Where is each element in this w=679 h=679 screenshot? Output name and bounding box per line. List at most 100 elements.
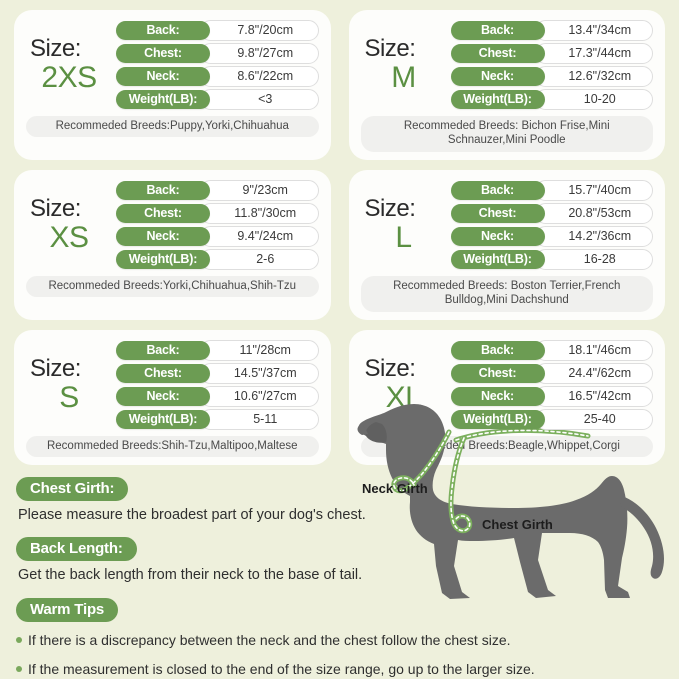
row-chest: Chest: 9.8"/27cm xyxy=(116,43,319,64)
size-word-label: Size: xyxy=(364,35,416,62)
card-body: Size: XL Back: 18.1"/46cm Chest: 24.4"/6… xyxy=(361,339,653,430)
row-back: Back: 9"/23cm xyxy=(116,179,319,201)
chest-label: Chest: xyxy=(116,44,210,63)
size-card-l: Size: L Back: 15.7"/40cm Chest: 20.8"/53… xyxy=(348,169,665,320)
back-value: 18.1"/46cm xyxy=(534,339,653,361)
neck-label: Neck: xyxy=(450,226,545,246)
row-weight: Weight(LB): 5-11 xyxy=(116,408,319,430)
size-identifier: Size: M xyxy=(361,37,447,93)
chest-girth-measure-line xyxy=(448,435,473,534)
weight-label: Weight(LB): xyxy=(116,90,210,109)
measurement-rows: Back: 9"/23cm Chest: 11.8"/30cm Neck: 9.… xyxy=(116,179,319,270)
back-value: 11"/28cm xyxy=(200,339,319,361)
warm-tips-section: Warm Tips If there is a discrepancy betw… xyxy=(16,598,663,678)
size-card-xs: Size: XS Back: 9"/23cm Chest: 11.8"/30cm… xyxy=(14,169,331,320)
size-word-label: Size: xyxy=(30,194,81,222)
back-label: Back: xyxy=(116,180,210,200)
weight-value: 16-28 xyxy=(534,248,653,270)
row-neck: Neck: 10.6"/27cm xyxy=(116,385,319,407)
recommended-breeds: Recommeded Breeds:Yorki,Chihuahua,Shih-T… xyxy=(26,275,319,298)
bullet-icon xyxy=(16,666,22,673)
neck-label: Neck: xyxy=(116,67,210,86)
neck-value: 10.6"/27cm xyxy=(200,385,319,407)
recommended-breeds: Recommeded Breeds:Shih-Tzu,Maltipoo,Malt… xyxy=(26,435,319,457)
measurement-rows: Back: 7.8"/20cm Chest: 9.8"/27cm Neck: 8… xyxy=(116,20,319,110)
chest-girth-heading: Chest Girth: xyxy=(16,476,129,501)
row-chest: Chest: 11.8"/30cm xyxy=(116,202,319,224)
weight-value: 2-6 xyxy=(200,248,319,270)
card-body: Size: S Back: 11"/28cm Chest: 14.5"/37cm… xyxy=(26,339,319,430)
instructions-section: Chest Girth: Please measure the broadest… xyxy=(0,465,679,679)
weight-label: Weight(LB): xyxy=(116,249,210,269)
tip-text: If there is a discrepancy between the ne… xyxy=(28,632,511,648)
size-identifier: Size: L xyxy=(361,194,447,254)
card-body: Size: L Back: 15.7"/40cm Chest: 20.8"/53… xyxy=(361,179,653,270)
chest-girth-diagram-label: Chest Girth xyxy=(482,517,553,532)
warm-tips-heading: Warm Tips xyxy=(16,598,119,622)
back-length-measure-line xyxy=(453,427,591,443)
row-back: Back: 13.4"/34cm xyxy=(450,20,653,41)
back-label: Back: xyxy=(450,340,545,360)
back-value: 13.4"/34cm xyxy=(534,20,653,41)
chest-value: 24.4"/62cm xyxy=(534,362,653,384)
list-item: If there is a discrepancy between the ne… xyxy=(16,631,663,649)
size-word-label: Size: xyxy=(30,354,81,382)
size-identifier: Size: 2XS xyxy=(26,37,112,93)
row-chest: Chest: 14.5"/37cm xyxy=(116,362,319,384)
size-card-2xs: Size: 2XS Back: 7.8"/20cm Chest: 9.8"/27… xyxy=(14,10,331,160)
chest-girth-text: Please measure the broadest part of your… xyxy=(18,506,366,523)
back-value: 15.7"/40cm xyxy=(534,179,653,201)
size-code: S xyxy=(59,380,79,414)
warm-tips-list: If there is a discrepancy between the ne… xyxy=(16,631,663,678)
measurement-rows: Back: 15.7"/40cm Chest: 20.8"/53cm Neck:… xyxy=(450,179,653,270)
row-back: Back: 7.8"/20cm xyxy=(116,20,319,41)
neck-label: Neck: xyxy=(116,226,210,246)
size-word-label: Size: xyxy=(364,354,416,382)
back-length-text: Get the back length from their neck to t… xyxy=(18,567,363,584)
neck-label: Neck: xyxy=(450,386,545,406)
chest-label: Chest: xyxy=(116,203,210,223)
chest-label: Chest: xyxy=(116,363,210,383)
size-card-s: Size: S Back: 11"/28cm Chest: 14.5"/37cm… xyxy=(14,329,331,465)
size-code: XS xyxy=(49,220,89,254)
weight-value: 10-20 xyxy=(534,89,653,110)
size-card-m: Size: M Back: 13.4"/34cm Chest: 17.3"/44… xyxy=(348,10,665,160)
row-weight: Weight(LB): <3 xyxy=(116,89,319,110)
weight-value: <3 xyxy=(200,89,319,110)
size-identifier: Size: S xyxy=(26,354,112,414)
size-code: L xyxy=(395,220,412,254)
size-word-label: Size: xyxy=(30,35,81,62)
back-label: Back: xyxy=(450,21,545,40)
neck-value: 14.2"/36cm xyxy=(534,225,653,247)
back-length-heading: Back Length: xyxy=(16,537,137,562)
row-chest: Chest: 24.4"/62cm xyxy=(450,362,653,384)
neck-value: 9.4"/24cm xyxy=(200,225,319,247)
dog-silhouette-icon xyxy=(357,404,664,599)
size-card-grid: Size: 2XS Back: 7.8"/20cm Chest: 9.8"/27… xyxy=(14,10,665,465)
row-neck: Neck: 8.6"/22cm xyxy=(116,66,319,87)
weight-label: Weight(LB): xyxy=(116,409,210,429)
weight-value: 5-11 xyxy=(200,408,319,430)
back-value: 9"/23cm xyxy=(200,179,319,201)
size-code: 2XS xyxy=(41,61,97,94)
size-card-xl: Size: XL Back: 18.1"/46cm Chest: 24.4"/6… xyxy=(348,329,665,465)
row-back: Back: 15.7"/40cm xyxy=(450,179,653,201)
measure-instructions: Chest Girth: Please measure the broadest… xyxy=(16,476,374,586)
row-neck: Neck: 16.5"/42cm xyxy=(450,385,653,407)
measurement-rows: Back: 11"/28cm Chest: 14.5"/37cm Neck: 1… xyxy=(116,339,319,430)
row-weight: Weight(LB): 25-40 xyxy=(450,408,653,430)
recommended-breeds: Recommeded Breeds:Puppy,Yorki,Chihuahua xyxy=(26,116,319,138)
chest-value: 11.8"/30cm xyxy=(200,202,319,224)
measurement-rows: Back: 13.4"/34cm Chest: 17.3"/44cm Neck:… xyxy=(450,20,653,110)
row-chest: Chest: 20.8"/53cm xyxy=(450,202,653,224)
chest-label: Chest: xyxy=(450,363,545,383)
chest-value: 20.8"/53cm xyxy=(534,202,653,224)
size-word-label: Size: xyxy=(364,194,416,222)
weight-label: Weight(LB): xyxy=(450,90,545,109)
tip-text: If the measurement is closed to the end … xyxy=(28,661,535,678)
chest-value: 17.3"/44cm xyxy=(534,43,653,64)
chest-label: Chest: xyxy=(450,44,545,63)
neck-label: Neck: xyxy=(450,67,545,86)
back-label: Back: xyxy=(116,340,210,360)
